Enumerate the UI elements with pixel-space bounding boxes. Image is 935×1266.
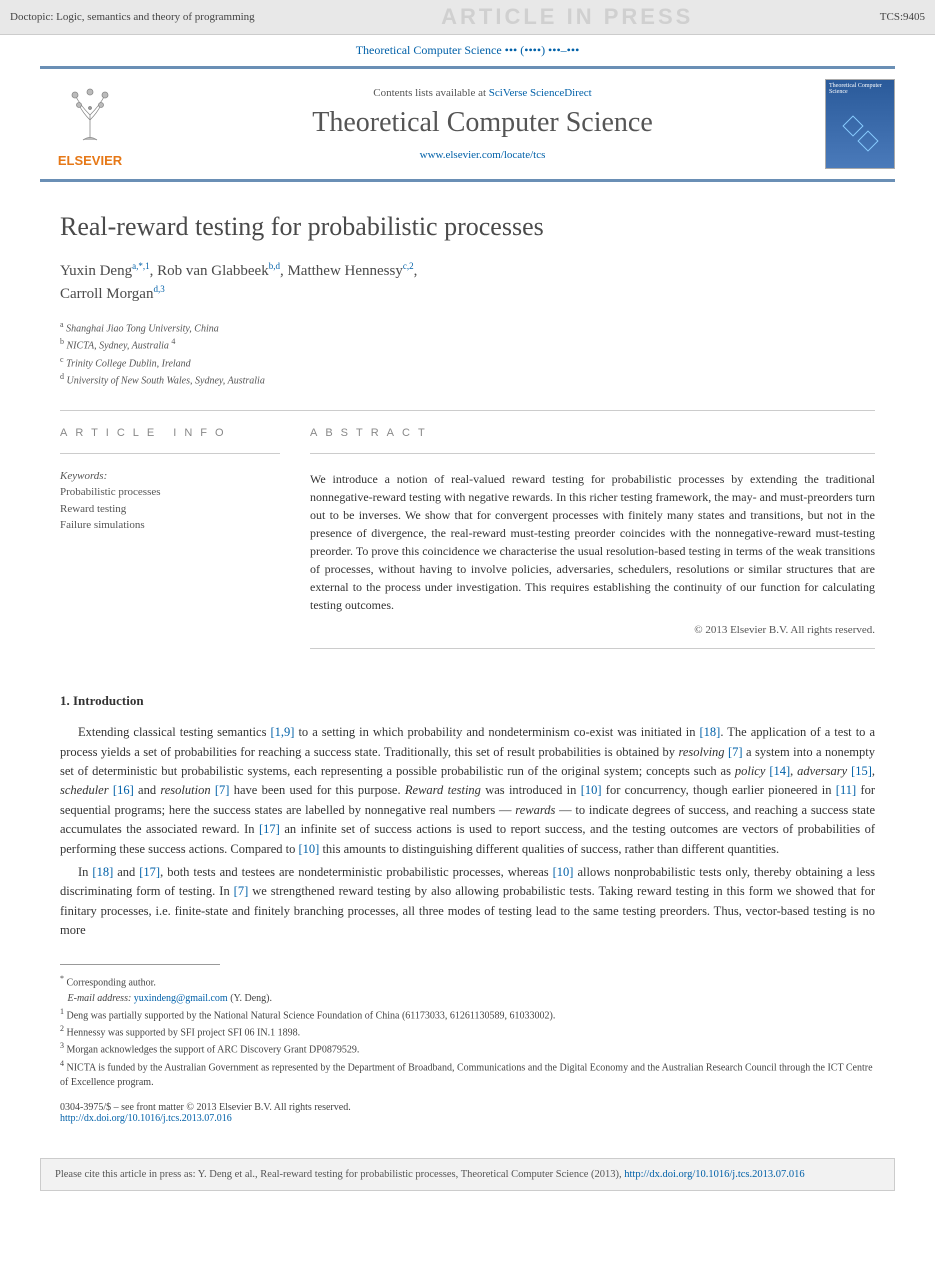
keyword-2: Reward testing [60,501,280,518]
contents-text: Contents lists available at [373,87,486,99]
footnote-2: 2 Hennessy was supported by SFI project … [60,1023,875,1040]
ref-17a[interactable]: [17] [259,822,280,836]
author-1: Yuxin Deng [60,263,132,279]
ref-15[interactable]: [15] [851,764,872,778]
ref-1-9[interactable]: [1,9] [270,725,294,739]
citation-box: Please cite this article in press as: Y.… [40,1158,895,1191]
info-abstract-row: ARTICLE INFO Keywords: Probabilistic pro… [60,427,875,665]
affiliation-a: a Shanghai Jiao Tong University, China [60,319,875,336]
info-divider [60,453,280,454]
abstract-heading: ABSTRACT [310,427,875,439]
journal-header: ELSEVIER Contents lists available at Sci… [40,66,895,182]
footnotes: * Corresponding author. E-mail address: … [60,973,875,1090]
elsevier-tree-icon [55,80,125,150]
copyright-line: © 2013 Elsevier B.V. All rights reserved… [310,624,875,636]
section-1-title: 1. Introduction [60,693,875,709]
journal-url-line: www.elsevier.com/locate/tcs [140,149,825,161]
affiliation-b: b NICTA, Sydney, Australia 4 [60,336,875,353]
abstract-column: ABSTRACT We introduce a notion of real-v… [310,427,875,665]
ref-16[interactable]: [16] [113,783,134,797]
affiliations: a Shanghai Jiao Tong University, China b… [60,319,875,388]
affiliation-c: c Trinity College Dublin, Ireland [60,354,875,371]
cite-text: Please cite this article in press as: Y.… [55,1169,624,1180]
ref-7c[interactable]: [7] [234,884,249,898]
footnote-4: 4 NICTA is funded by the Australian Gove… [60,1058,875,1090]
footnote-divider [60,964,220,965]
abstract-text: We introduce a notion of real-valued rew… [310,470,875,614]
elsevier-label: ELSEVIER [40,153,140,168]
affiliation-d: d University of New South Wales, Sydney,… [60,371,875,388]
ref-17b[interactable]: [17] [139,865,160,879]
issn-line: 0304-3975/$ – see front matter © 2013 El… [60,1102,875,1113]
cite-doi-link[interactable]: http://dx.doi.org/10.1016/j.tcs.2013.07.… [624,1169,804,1180]
elsevier-logo-block: ELSEVIER [40,80,140,168]
keywords-list: Probabilistic processes Reward testing F… [60,484,280,534]
ref-18b[interactable]: [18] [92,865,113,879]
ref-10b[interactable]: [10] [298,842,319,856]
intro-para-1: Extending classical testing semantics [1… [60,723,875,859]
article-info-column: ARTICLE INFO Keywords: Probabilistic pro… [60,427,280,665]
footnote-1: 1 Deng was partially supported by the Na… [60,1006,875,1023]
sciencedirect-link[interactable]: SciVerse ScienceDirect [489,87,592,99]
cover-thumb-label: Theoretical Computer Science [826,80,894,98]
keywords-label: Keywords: [60,470,280,482]
abstract-divider [310,453,875,454]
corresponding-author: * Corresponding author. [60,973,875,990]
ref-10c[interactable]: [10] [553,865,574,879]
author-3: Matthew Hennessy [287,263,402,279]
author-3-sup: c,2 [403,261,414,271]
divider-top [60,410,875,411]
journal-ref-link[interactable]: Theoretical Computer Science ••• (••••) … [356,43,580,57]
author-2: Rob van Glabbeek [157,263,269,279]
email-line: E-mail address: yuxindeng@gmail.com (Y. … [60,991,875,1006]
author-1-sup: a,*,1 [132,261,150,271]
header-center: Contents lists available at SciVerse Sci… [140,87,825,161]
ref-11[interactable]: [11] [836,783,856,797]
intro-para-2: In [18] and [17], both tests and testees… [60,863,875,941]
email-link[interactable]: yuxindeng@gmail.com [134,993,228,1004]
journal-url-link[interactable]: www.elsevier.com/locate/tcs [420,149,546,161]
article-title: Real-reward testing for probabilistic pr… [60,212,875,242]
ref-14[interactable]: [14] [769,764,790,778]
article-info-heading: ARTICLE INFO [60,427,280,439]
ref-7a[interactable]: [7] [728,745,743,759]
journal-cover-thumb: Theoretical Computer Science [825,79,895,169]
ref-10a[interactable]: [10] [581,783,602,797]
authors-line: Yuxin Denga,*,1, Rob van Glabbeekb,d, Ma… [60,260,875,305]
topbar: Doctopic: Logic, semantics and theory of… [0,0,935,35]
manuscript-id: TCS:9405 [880,11,925,23]
article-in-press-banner: ARTICLE IN PRESS [441,4,693,30]
author-2-sup: b,d [269,261,280,271]
main-content: Real-reward testing for probabilistic pr… [0,182,935,1144]
author-4-sup: d,3 [153,284,164,294]
keyword-3: Failure simulations [60,517,280,534]
journal-name: Theoretical Computer Science [140,107,825,139]
ref-18[interactable]: [18] [700,725,721,739]
keyword-1: Probabilistic processes [60,484,280,501]
doctopic-label: Doctopic: Logic, semantics and theory of… [10,11,255,23]
journal-reference-line: Theoretical Computer Science ••• (••••) … [0,35,935,66]
footnote-3: 3 Morgan acknowledges the support of ARC… [60,1040,875,1057]
intro-body: Extending classical testing semantics [1… [60,723,875,940]
abstract-bottom-divider [310,648,875,649]
issn-block: 0304-3975/$ – see front matter © 2013 El… [60,1102,875,1124]
doi-link[interactable]: http://dx.doi.org/10.1016/j.tcs.2013.07.… [60,1113,232,1124]
author-4: Carroll Morgan [60,286,153,302]
contents-available-line: Contents lists available at SciVerse Sci… [140,87,825,99]
ref-7b[interactable]: [7] [215,783,230,797]
